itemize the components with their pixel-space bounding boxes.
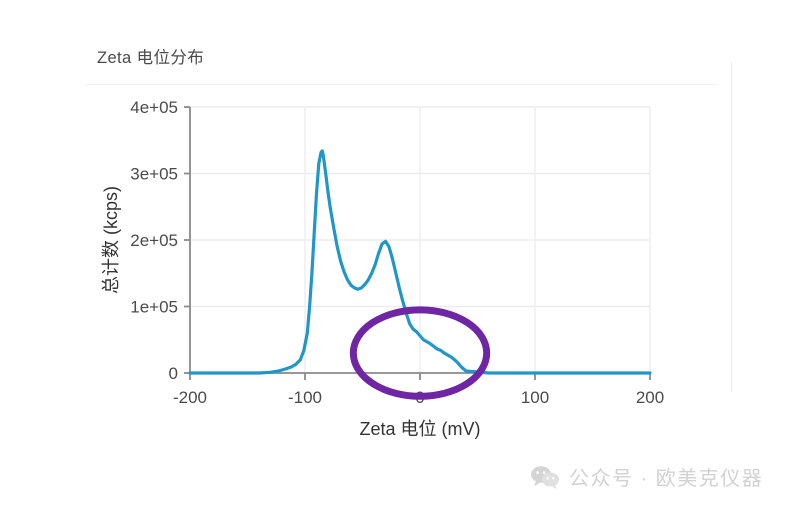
watermark-text: 公众号 · 欧美克仪器 bbox=[569, 468, 764, 490]
chart-annotations bbox=[349, 306, 491, 400]
x-tick-label: -200 bbox=[173, 388, 207, 407]
y-tick-label: 0 bbox=[169, 364, 178, 383]
chart-gridlines bbox=[189, 106, 651, 373]
wechat-icon bbox=[531, 465, 559, 489]
data-series-line bbox=[188, 149, 652, 375]
y-tick-label: 4e+05 bbox=[130, 98, 178, 117]
page-title: Zeta 电位分布 bbox=[97, 49, 205, 67]
x-tick-label: 200 bbox=[636, 388, 664, 407]
x-axis-title: Zeta 电位 (mV) bbox=[359, 419, 480, 439]
y-tick-label: 1e+05 bbox=[130, 298, 178, 317]
y-axis-title: 总计数 (kcps) bbox=[101, 186, 121, 294]
x-tick-label: 100 bbox=[521, 388, 549, 407]
watermark: 公众号 · 欧美克仪器 bbox=[530, 462, 763, 491]
chart-axis-labels: Zeta 电位 (mV) 总计数 (kcps) bbox=[101, 186, 481, 439]
y-tick-label: 2e+05 bbox=[130, 231, 178, 250]
chart-data-line bbox=[188, 149, 652, 375]
title-divider bbox=[85, 84, 717, 85]
panel-right-divider bbox=[731, 62, 732, 392]
zeta-chart-panel: Zeta 电位分布 0 1e+05 2e+05 3e+05 4e+05 -200 -100 0… bbox=[85, 30, 732, 455]
x-tick-label: -100 bbox=[288, 388, 322, 407]
highlight-ellipse bbox=[349, 306, 491, 400]
y-tick-label: 3e+05 bbox=[130, 165, 178, 184]
